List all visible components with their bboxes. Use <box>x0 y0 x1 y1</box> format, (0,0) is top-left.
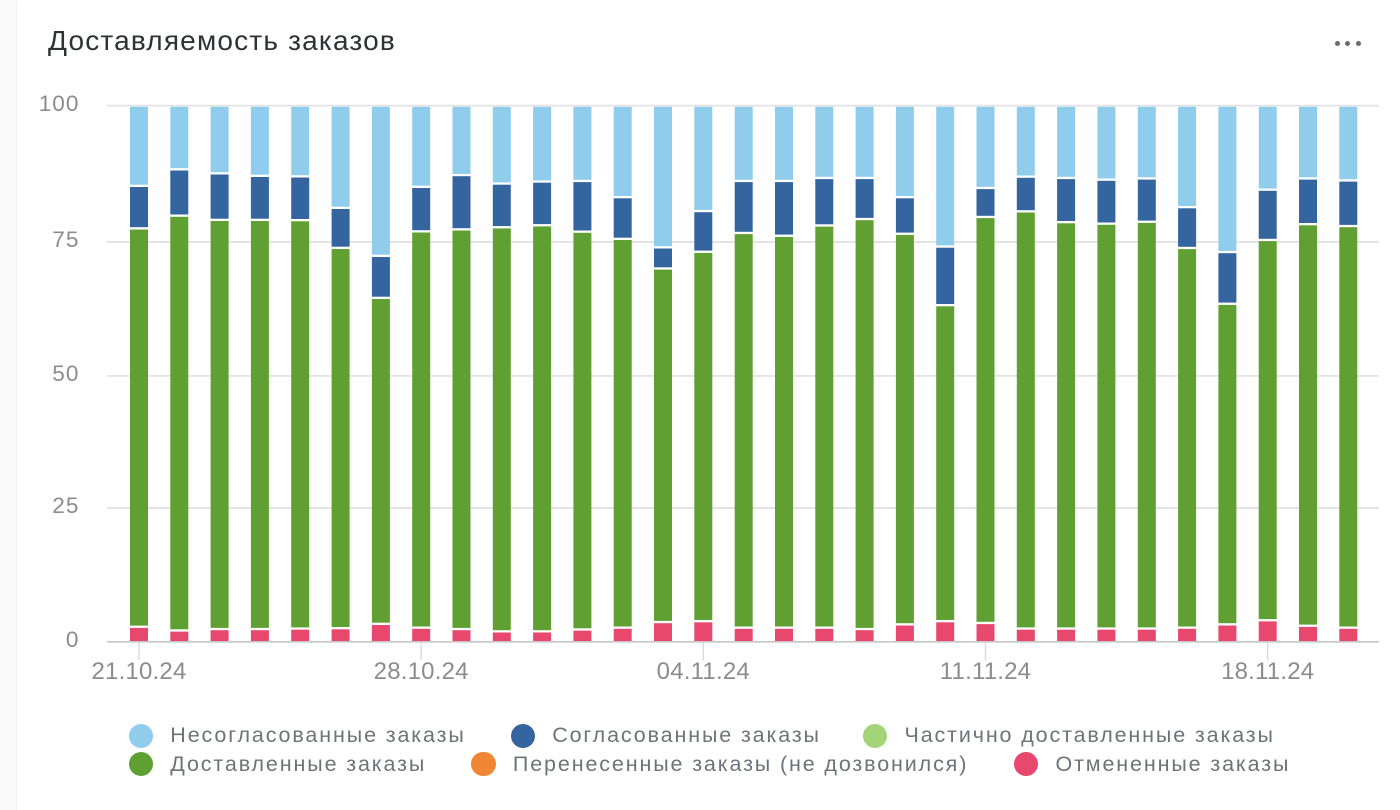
svg-text:11.11.24: 11.11.24 <box>940 658 1031 685</box>
svg-text:18.11.24: 18.11.24 <box>1221 658 1314 685</box>
svg-text:21.10.24: 21.10.24 <box>91 658 186 685</box>
svg-text:100: 100 <box>39 91 80 116</box>
svg-text:75: 75 <box>52 227 79 252</box>
svg-text:04.11.24: 04.11.24 <box>657 658 750 685</box>
svg-text:28.10.24: 28.10.24 <box>374 658 469 685</box>
svg-text:25: 25 <box>52 493 79 518</box>
svg-text:50: 50 <box>52 361 79 386</box>
svg-text:0: 0 <box>66 627 80 652</box>
